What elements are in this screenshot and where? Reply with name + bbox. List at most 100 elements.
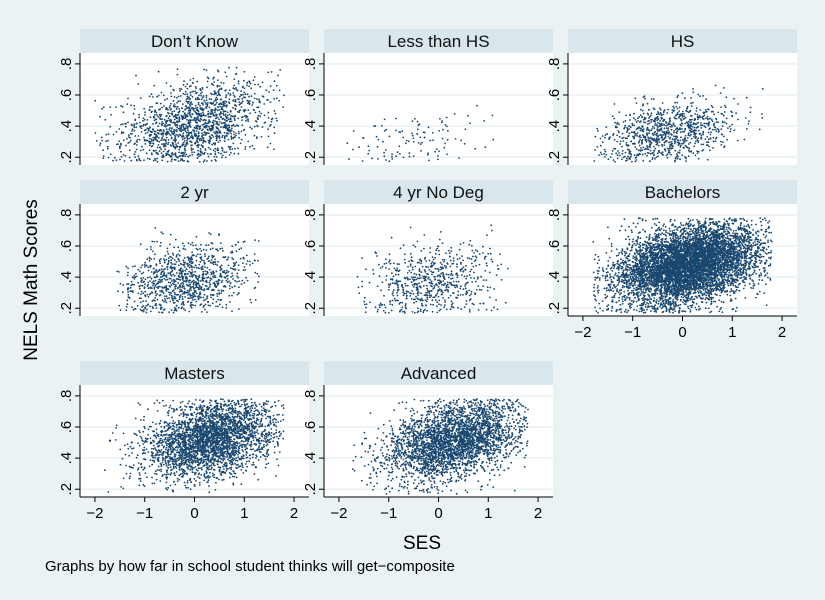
data-point [363, 296, 366, 299]
data-point [225, 75, 228, 78]
data-point [635, 102, 638, 104]
data-point [719, 92, 722, 94]
data-point [634, 157, 637, 159]
data-point [238, 109, 241, 112]
data-point [156, 271, 159, 273]
data-point [653, 98, 655, 100]
data-point [283, 94, 285, 97]
data-point [159, 276, 162, 279]
data-point [146, 131, 149, 134]
data-point [157, 115, 160, 118]
data-point [253, 125, 256, 128]
data-point [203, 108, 205, 110]
data-point [198, 276, 201, 279]
data-point [192, 299, 194, 301]
data-point [668, 133, 670, 135]
data-point [207, 301, 209, 304]
data-point [402, 291, 405, 294]
data-point [688, 147, 691, 150]
data-point [438, 238, 441, 241]
data-point [270, 120, 273, 123]
data-point [193, 129, 195, 132]
data-point [665, 127, 668, 129]
data-point [704, 108, 707, 111]
panel-title: Bachelors [645, 183, 721, 202]
data-point [211, 111, 214, 114]
data-point [396, 267, 399, 270]
data-point [446, 138, 449, 141]
data-point [162, 129, 165, 131]
data-point [144, 307, 147, 310]
data-point [211, 256, 214, 259]
data-point [658, 130, 661, 132]
data-point [609, 156, 612, 158]
data-point [693, 131, 696, 134]
data-point [215, 139, 218, 142]
data-point [421, 304, 423, 307]
data-point [613, 139, 616, 141]
data-point [641, 138, 644, 141]
data-point [693, 145, 695, 148]
data-point [490, 224, 493, 227]
data-point [206, 86, 209, 89]
data-point [131, 128, 134, 131]
y-tick-label: .6 [58, 240, 75, 253]
data-point [147, 296, 150, 298]
data-point [182, 129, 185, 132]
data-point [202, 140, 205, 143]
data-point [196, 97, 199, 99]
data-point [214, 132, 217, 135]
data-point [181, 275, 183, 278]
data-point [105, 140, 107, 143]
data-point [142, 308, 145, 311]
data-point [223, 118, 226, 121]
data-point [233, 152, 236, 155]
data-point [242, 93, 245, 96]
data-point [214, 91, 217, 94]
data-point [684, 128, 686, 131]
data-point [261, 81, 264, 84]
data-point [198, 160, 201, 163]
data-point [164, 148, 167, 151]
data-point [604, 150, 607, 153]
data-point [401, 285, 403, 288]
data-point [402, 289, 405, 292]
data-point [690, 130, 693, 133]
data-point [170, 95, 173, 98]
data-point [175, 285, 177, 288]
data-point [631, 124, 634, 127]
data-point [219, 269, 222, 272]
data-point [618, 135, 621, 138]
data-point [227, 138, 230, 141]
data-point [194, 274, 197, 277]
data-point [188, 85, 191, 88]
data-point [152, 284, 154, 287]
data-point [175, 254, 178, 256]
data-point [252, 79, 255, 82]
data-point [438, 249, 440, 252]
data-point [445, 267, 447, 269]
data-point [416, 297, 419, 300]
data-point [178, 286, 181, 288]
data-point [208, 232, 210, 234]
data-point [211, 134, 214, 137]
data-point [215, 300, 218, 303]
data-point [228, 89, 231, 92]
data-point [173, 263, 176, 265]
y-tick-label: .2 [302, 151, 319, 164]
data-point [712, 140, 715, 143]
data-point [271, 117, 274, 120]
data-point [191, 241, 194, 244]
data-point [190, 147, 193, 150]
data-point [470, 293, 473, 295]
data-point [635, 148, 638, 151]
data-point [118, 140, 120, 143]
data-point [214, 150, 217, 153]
data-point [253, 147, 256, 150]
data-point [725, 106, 727, 109]
data-point [166, 97, 168, 100]
data-point [213, 271, 215, 274]
data-point [675, 114, 678, 117]
data-point [462, 266, 465, 268]
data-point [186, 101, 189, 103]
